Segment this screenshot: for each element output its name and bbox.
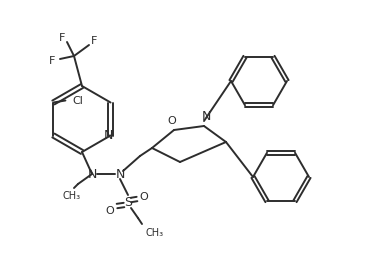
Text: N: N <box>201 111 211 124</box>
Text: N: N <box>115 168 125 180</box>
Text: CH₃: CH₃ <box>63 191 81 201</box>
Text: O: O <box>106 206 114 216</box>
Text: S: S <box>124 196 132 208</box>
Text: F: F <box>59 33 65 43</box>
Text: O: O <box>140 192 148 202</box>
Text: F: F <box>49 56 55 66</box>
Text: Cl: Cl <box>73 96 83 106</box>
Text: O: O <box>168 116 177 126</box>
Text: F: F <box>91 36 97 46</box>
Text: CH₃: CH₃ <box>146 228 164 238</box>
Text: N: N <box>104 129 113 142</box>
Text: N: N <box>87 168 97 180</box>
